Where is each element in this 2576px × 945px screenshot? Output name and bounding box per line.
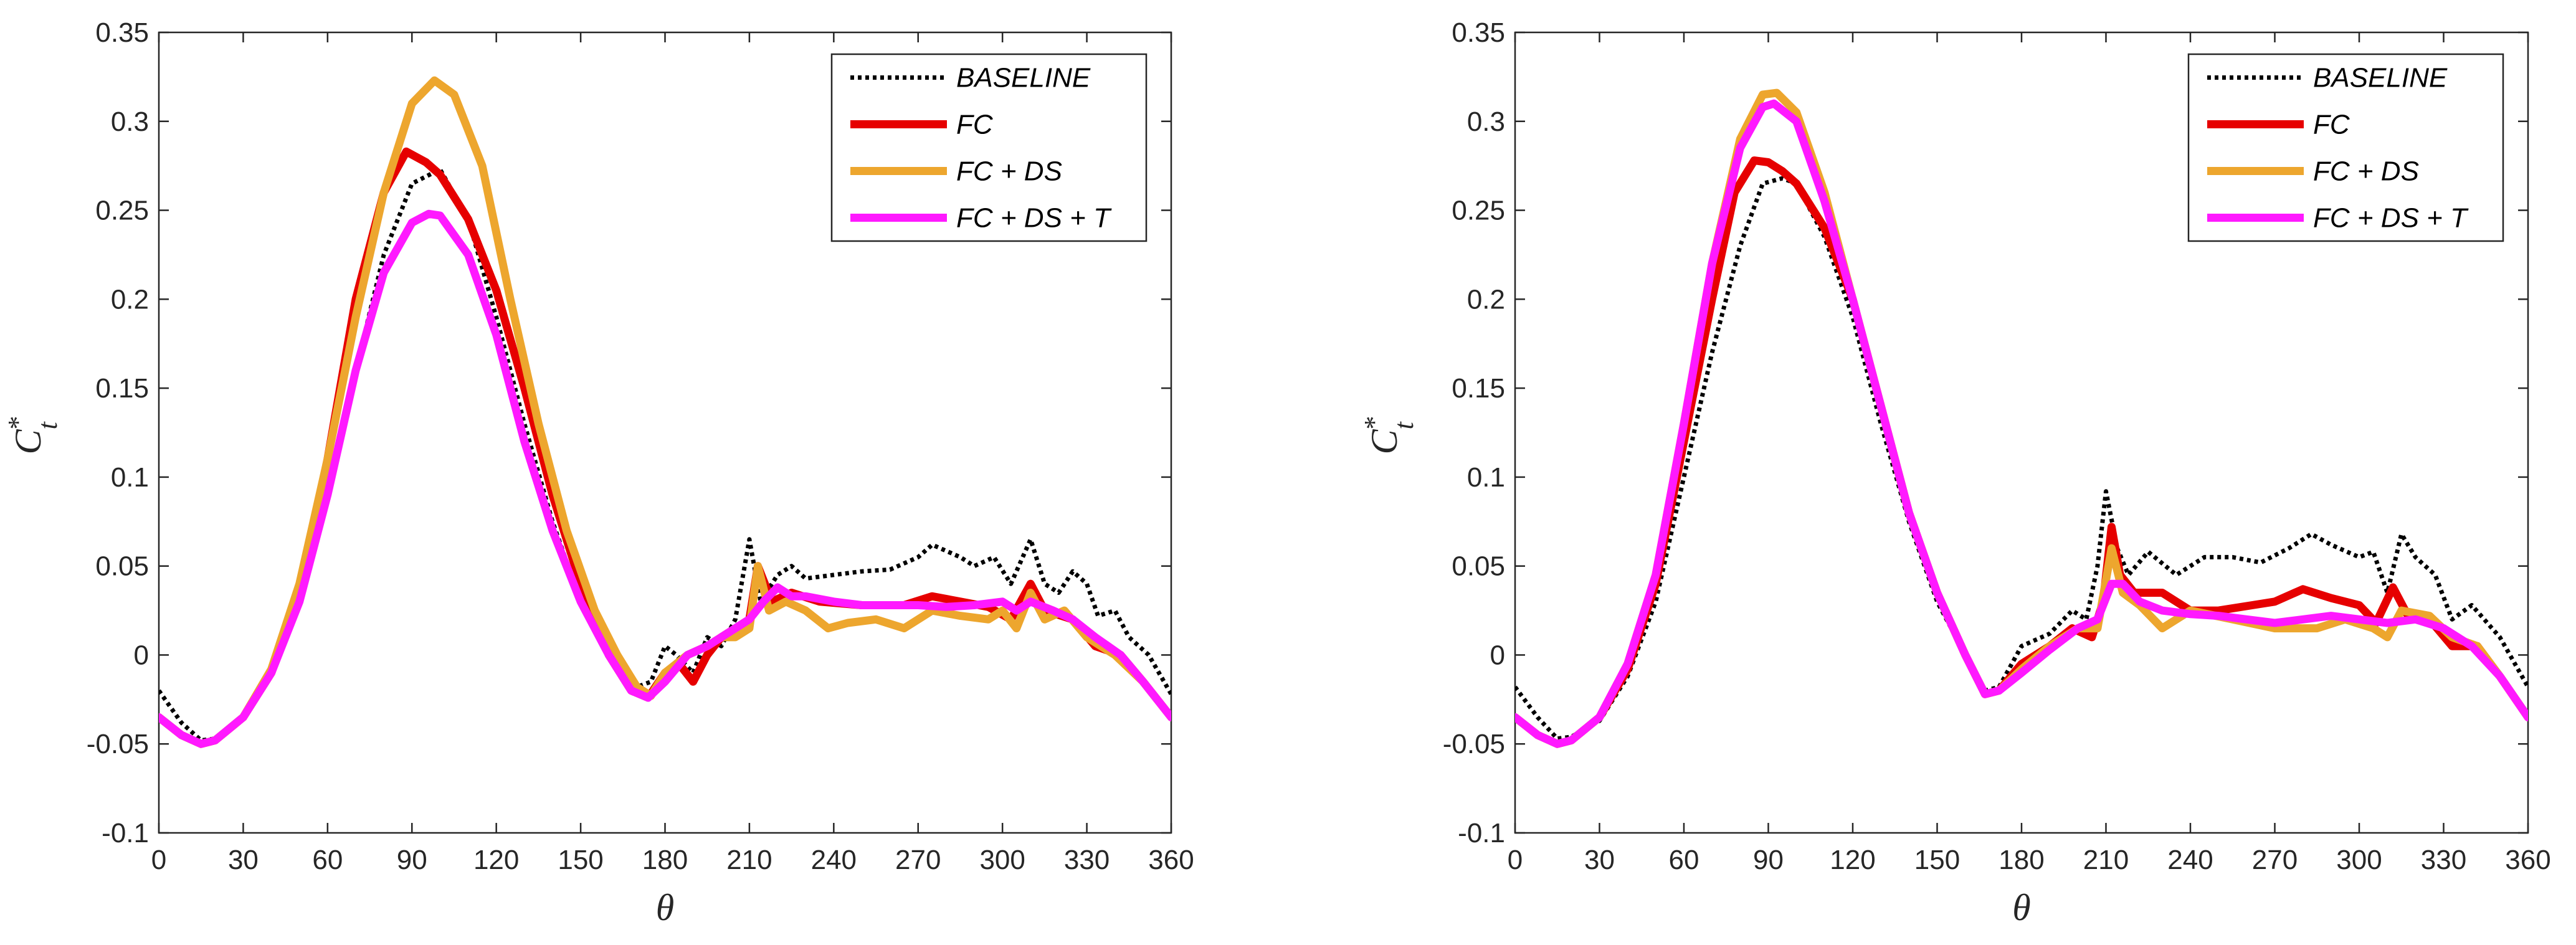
x-tick-label: 120 [473,845,519,875]
x-tick-label: 270 [895,845,941,875]
x-tick-label: 30 [1584,845,1615,875]
x-tick-label: 300 [2336,845,2382,875]
x-axis-label: θ [2012,887,2030,928]
y-tick-label: -0.05 [1443,729,1505,759]
x-tick-label: 90 [397,845,427,875]
y-tick-label: 0.1 [1467,462,1505,493]
y-tick-label: -0.1 [102,818,149,848]
series-line-baseline [1515,176,2528,741]
y-axis-label: C*t [1359,416,1419,454]
legend-label: BASELINE [956,63,1091,93]
x-tick-label: 60 [312,845,343,875]
legend: BASELINE FC FC + DS FC + DS + T [2187,53,2504,242]
legend-label: FC + DS [956,156,1062,187]
y-tick-label: 0.15 [95,373,149,404]
series-group [159,76,1171,748]
y-tick-label: 0.3 [111,107,149,137]
y-tick-label: 0.05 [95,551,149,582]
x-tick-label: 210 [726,845,772,875]
y-axis-label: C*t [2,416,63,454]
legend-label: FC [2313,110,2350,140]
y-tick-label: 0.25 [95,196,149,226]
legend-label: FC + DS + T [2313,203,2469,234]
y-tick-label: 0.1 [111,462,149,493]
y-tick-label: 0.2 [111,284,149,315]
series-line-fc-ds-t [159,209,1171,748]
x-tick-label: 150 [558,845,603,875]
x-tick-label: 180 [642,845,688,875]
x-tick-label: 90 [1753,845,1784,875]
y-tick-label: 0.2 [1467,284,1505,315]
x-tick-label: 120 [1830,845,1875,875]
x-tick-label: 180 [1999,845,2044,875]
y-tick-label: 0.35 [1452,17,1505,48]
series-group [1515,88,2528,748]
x-tick-label: 270 [2252,845,2298,875]
legend-label: FC + DS [2313,156,2419,187]
y-tick-label: 0.35 [95,17,149,48]
legend-label: FC [956,110,994,140]
y-tick-label: 0.25 [1452,196,1505,226]
chart-panel-2: 0 30 60 90 120 150 180 210 240 270 300 330 360 -0.1 -0… [1359,17,2551,928]
y-tick-label: 0.3 [1467,107,1505,137]
y-tick-label: 0.05 [1452,551,1505,582]
x-tick-label: 240 [811,845,857,875]
x-tick-label: 0 [151,845,166,875]
legend-label: BASELINE [2313,63,2448,93]
x-axis-label: θ [656,887,674,928]
legend: BASELINE FC FC + DS FC + DS + T [830,53,1148,242]
x-tick-label: 330 [1064,845,1110,875]
y-tick-label: -0.05 [87,729,149,759]
x-tick-label: 240 [2167,845,2213,875]
x-tick-label: 330 [2421,845,2466,875]
x-tick-label: 60 [1669,845,1699,875]
x-tick-label: 0 [1508,845,1523,875]
chart-panel-1: 0 30 60 90 120 150 180 210 240 270 300 330 360 -0.1 -0… [2,17,1194,928]
x-tick-label: 30 [228,845,259,875]
y-tick-label: 0.15 [1452,373,1505,404]
x-tick-label: 150 [1914,845,1960,875]
legend-label: FC + DS + T [956,203,1112,234]
x-tick-label: 210 [2083,845,2129,875]
legend-frame [2187,53,2504,242]
y-tick-label: -0.1 [1458,818,1505,848]
x-tick-label: 360 [1148,845,1194,875]
x-tick-label: 360 [2505,845,2550,875]
legend-frame [830,53,1148,242]
y-tick-label: 0 [134,640,149,670]
series-line-fc-ds-t [1515,99,2528,748]
x-tick-label: 300 [979,845,1025,875]
y-tick-label: 0 [1490,640,1505,670]
